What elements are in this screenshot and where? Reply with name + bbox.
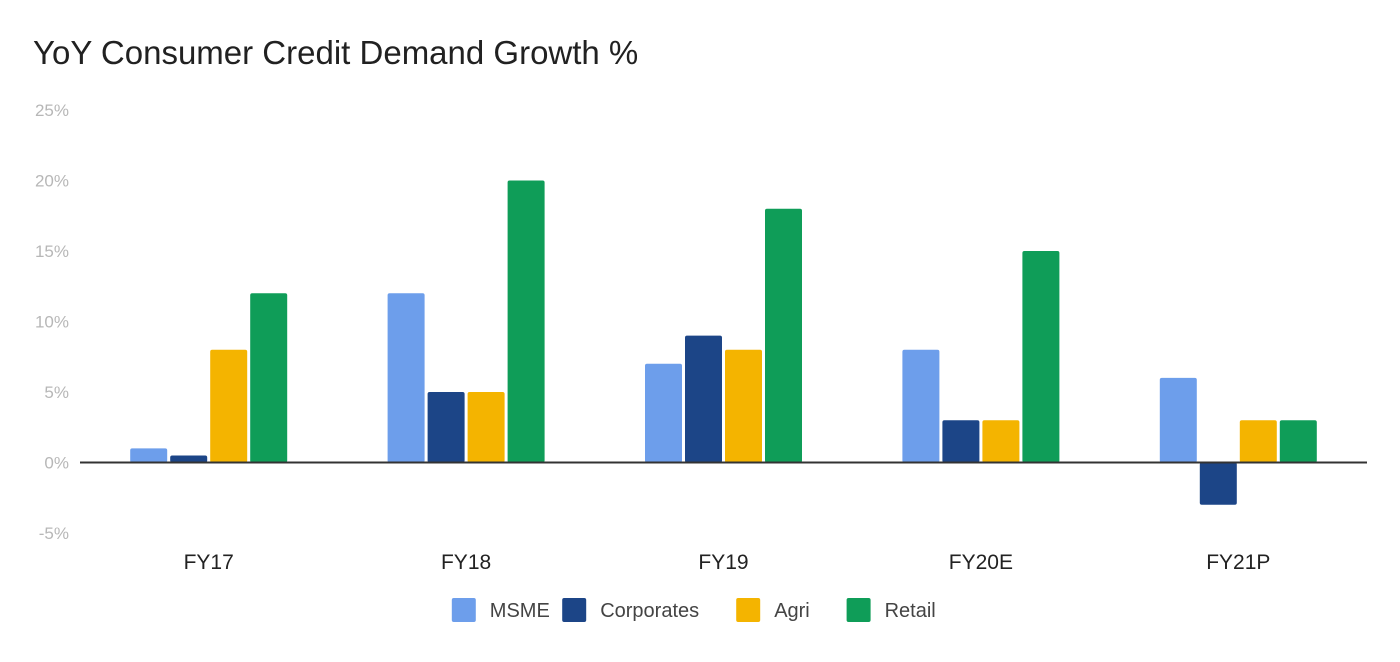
y-tick-label: 0% xyxy=(44,454,69,473)
legend: MSME Corporates Agri Retail xyxy=(451,598,936,622)
bar-retail-fy21p xyxy=(1279,420,1317,463)
x-tick-label: FY21P xyxy=(1206,551,1270,574)
bars xyxy=(130,180,1317,505)
bar-msme-fy19 xyxy=(645,363,682,463)
y-tick-label: 20% xyxy=(35,172,69,191)
x-tick-label: FY19 xyxy=(698,551,748,574)
x-tick-label: FY20E xyxy=(949,551,1013,574)
y-tick-label: 25% xyxy=(35,101,69,120)
x-axis-ticks: FY17 FY18 FY19 FY20E FY21P xyxy=(184,551,1271,574)
y-tick-label: -5% xyxy=(39,524,69,543)
legend-label-msme: MSME xyxy=(490,600,550,622)
bar-retail-fy17 xyxy=(250,293,288,463)
y-tick-label: 10% xyxy=(35,313,69,332)
bar-agri-fy18 xyxy=(467,392,505,463)
bar-corporates-fy21p xyxy=(1199,462,1237,505)
bar-corporates-fy18 xyxy=(427,392,465,463)
chart-title: YoY Consumer Credit Demand Growth % xyxy=(33,34,639,71)
bar-retail-fy20e xyxy=(1022,251,1060,463)
legend-swatch-corporates xyxy=(562,598,587,622)
legend-swatch-agri xyxy=(736,598,761,622)
bar-retail-fy18 xyxy=(507,180,545,463)
bar-corporates-fy19 xyxy=(685,335,722,463)
y-tick-label: 15% xyxy=(35,242,69,261)
bar-agri-fy17 xyxy=(210,349,248,463)
x-tick-label: FY18 xyxy=(441,551,491,574)
y-axis-ticks: -5% 0% 5% 10% 15% 20% 25% xyxy=(35,101,69,543)
legend-swatch-retail xyxy=(846,598,871,622)
y-tick-label: 5% xyxy=(44,383,69,402)
bar-agri-fy20e xyxy=(982,420,1020,463)
legend-swatch-msme xyxy=(451,598,476,622)
x-tick-label: FY17 xyxy=(184,551,234,574)
bar-msme-fy20e xyxy=(902,349,940,463)
legend-label-retail: Retail xyxy=(885,600,936,622)
bar-retail-fy19 xyxy=(765,208,802,463)
legend-label-corporates: Corporates xyxy=(600,600,699,622)
bar-msme-fy18 xyxy=(387,293,425,463)
bar-msme-fy21p xyxy=(1159,377,1197,463)
legend-label-agri: Agri xyxy=(774,600,810,622)
bar-agri-fy19 xyxy=(725,349,762,463)
bar-msme-fy17 xyxy=(130,448,168,463)
bar-corporates-fy20e xyxy=(942,420,980,463)
bar-corporates-fy17 xyxy=(170,455,208,463)
bar-agri-fy21p xyxy=(1239,420,1277,463)
